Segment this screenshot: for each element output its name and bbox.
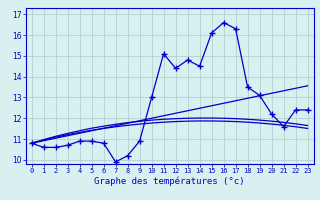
X-axis label: Graphe des températures (°c): Graphe des températures (°c) — [94, 177, 245, 186]
